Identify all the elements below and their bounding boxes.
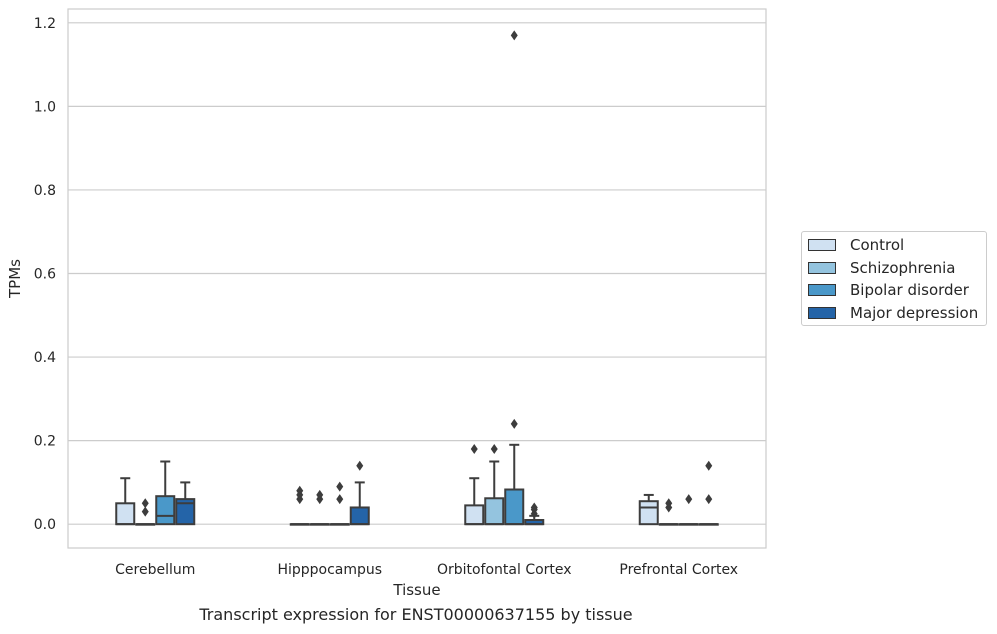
legend-item: Schizophrenia bbox=[808, 259, 955, 277]
legend-swatch bbox=[808, 239, 836, 251]
outlier-point bbox=[316, 489, 324, 500]
box-bipolar-disorder bbox=[678, 494, 699, 526]
box bbox=[115, 502, 136, 526]
box bbox=[349, 506, 370, 526]
outlier-point bbox=[336, 481, 344, 492]
legend-label: Schizophrenia bbox=[850, 258, 956, 277]
box-bipolar-disorder bbox=[504, 30, 525, 526]
outlier-point bbox=[296, 485, 304, 496]
chart-caption: Transcript expression for ENST0000063715… bbox=[199, 605, 633, 624]
outlier-point bbox=[530, 502, 538, 513]
box bbox=[464, 504, 485, 526]
x-tick-label: Orbitofontal Cortex bbox=[437, 562, 572, 578]
legend-label: Major depression bbox=[850, 303, 979, 322]
legend-item: Major depression bbox=[808, 304, 978, 322]
y-tick-label: 0.8 bbox=[34, 183, 56, 199]
box-major-depression bbox=[175, 481, 196, 526]
box bbox=[484, 497, 505, 526]
box-major-depression bbox=[698, 460, 719, 526]
legend-item: Control bbox=[808, 236, 904, 254]
y-tick-label: 0.0 bbox=[34, 517, 56, 533]
outlier-point bbox=[705, 460, 713, 471]
box-schizophrenia bbox=[484, 443, 505, 526]
outlier-point bbox=[665, 498, 673, 509]
box-bipolar-disorder bbox=[329, 481, 350, 526]
y-tick-label: 1.0 bbox=[34, 99, 56, 115]
plot-area-frame bbox=[67, 8, 767, 549]
x-tick-labels: Cerebellum Hipppocampus Orbitofontal Corte… bbox=[115, 562, 738, 578]
box bbox=[638, 500, 659, 526]
box-control bbox=[289, 485, 310, 526]
legend: Control Schizophrenia Bipolar disorder Majo… bbox=[801, 231, 987, 326]
y-tick-label: 1.2 bbox=[34, 16, 56, 32]
y-tick-label: 0.6 bbox=[34, 266, 56, 282]
x-axis-label: Tissue bbox=[392, 581, 440, 599]
box-groups bbox=[115, 30, 719, 526]
legend-swatch bbox=[808, 261, 836, 274]
box-schizophrenia bbox=[135, 498, 156, 526]
box bbox=[504, 488, 525, 526]
box-control bbox=[464, 443, 485, 526]
legend-item: Bipolar disorder bbox=[808, 281, 969, 299]
box-control bbox=[638, 493, 659, 526]
y-tick-label: 0.2 bbox=[34, 434, 56, 450]
gridlines bbox=[68, 22, 766, 525]
legend-label: Control bbox=[850, 236, 905, 254]
y-tick-label: 0.4 bbox=[34, 350, 56, 366]
outlier-point bbox=[705, 494, 713, 505]
outlier-point bbox=[510, 30, 518, 41]
legend-label: Bipolar disorder bbox=[850, 281, 969, 299]
outlier-point bbox=[470, 443, 478, 454]
y-tick-labels: 0.0 0.2 0.4 0.6 0.8 1.0 1.2 bbox=[34, 16, 56, 533]
outlier-point bbox=[685, 494, 693, 505]
legend-swatch bbox=[808, 306, 836, 319]
x-tick-label: Hipppocampus bbox=[277, 562, 382, 578]
box bbox=[175, 498, 196, 526]
outlier-point bbox=[336, 494, 344, 505]
x-tick-label: Prefrontal Cortex bbox=[619, 562, 738, 578]
y-axis-label: TPMs bbox=[6, 259, 24, 299]
box-major-depression bbox=[349, 460, 370, 526]
box-major-depression bbox=[524, 502, 545, 526]
box-control bbox=[115, 477, 136, 526]
outlier-point bbox=[141, 506, 149, 517]
box-bipolar-disorder bbox=[155, 460, 176, 526]
legend-swatch bbox=[808, 284, 836, 296]
box-schizophrenia bbox=[309, 489, 330, 526]
outlier-point bbox=[141, 498, 149, 509]
box-schizophrenia bbox=[658, 498, 679, 526]
box bbox=[155, 495, 176, 526]
x-tick-label: Cerebellum bbox=[115, 562, 195, 578]
outlier-point bbox=[510, 418, 518, 429]
outlier-point bbox=[490, 443, 498, 454]
outlier-point bbox=[356, 460, 364, 471]
